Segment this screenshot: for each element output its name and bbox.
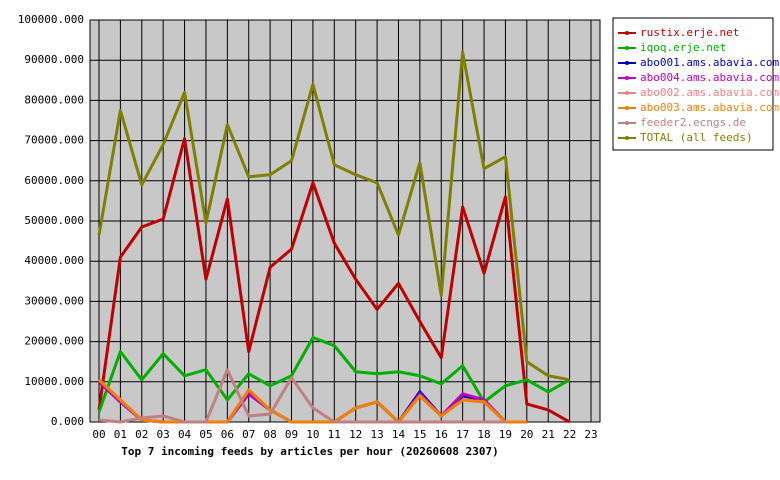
x-tick-label: 15 (413, 428, 426, 441)
series-line (97, 336, 571, 413)
y-tick-label: 20000.000 (24, 335, 84, 348)
legend-dot (625, 46, 629, 50)
x-tick-label: 21 (542, 428, 555, 441)
legend-dot (625, 61, 629, 65)
y-tick-label: 30000.000 (24, 294, 84, 307)
y-tick-label: 80000.000 (24, 93, 84, 106)
x-tick-label: 07 (242, 428, 255, 441)
x-tick-label: 12 (349, 428, 362, 441)
x-tick-label: 16 (435, 428, 448, 441)
legend-label: rustix.erje.net (640, 26, 739, 39)
legend-dot (625, 91, 629, 95)
y-tick-label: 10000.000 (24, 375, 84, 388)
legend-dot (625, 136, 629, 140)
x-tick-label: 17 (456, 428, 469, 441)
x-tick-label: 00 (92, 428, 105, 441)
legend-label: feeder2.ecngs.de (640, 116, 746, 129)
legend-dot (625, 121, 629, 125)
x-tick-label: 10 (306, 428, 319, 441)
y-tick-label: 70000.000 (24, 134, 84, 147)
y-tick-label: 40000.000 (24, 254, 84, 267)
x-tick-label: 01 (114, 428, 127, 441)
chart-title: Top 7 incoming feeds by articles per hou… (121, 445, 499, 458)
x-tick-label: 02 (135, 428, 148, 441)
legend-label: iqoq.erje.net (640, 41, 726, 54)
x-tick-label: 18 (477, 428, 490, 441)
x-tick-label: 11 (328, 428, 341, 441)
x-tick-label: 04 (178, 428, 192, 441)
y-tick-label: 60000.000 (24, 174, 84, 187)
legend-label: abo002.ams.abavia.com (640, 86, 779, 99)
legend-dot (625, 76, 629, 80)
x-tick-label: 08 (264, 428, 277, 441)
y-tick-label: 90000.000 (24, 53, 84, 66)
series-line (97, 378, 527, 424)
x-tick-label: 19 (499, 428, 512, 441)
legend-dot (625, 31, 629, 35)
x-tick-label: 09 (285, 428, 298, 441)
x-tick-label: 22 (563, 428, 576, 441)
y-tick-label: 50000.000 (24, 214, 84, 227)
x-tick-label: 23 (584, 428, 597, 441)
x-tick-label: 06 (221, 428, 234, 441)
x-tick-label: 14 (392, 428, 406, 441)
legend (612, 17, 774, 151)
y-tick-label: 100000.000 (18, 13, 84, 26)
legend-label: abo004.ams.abavia.com (640, 71, 779, 84)
x-tick-label: 13 (370, 428, 383, 441)
legend-label: abo001.ams.abavia.com (640, 56, 779, 69)
legend-dot (625, 106, 629, 110)
legend-label: abo003.ams.abavia.com (640, 101, 779, 114)
legend-label: TOTAL (all feeds) (640, 131, 753, 144)
x-tick-label: 03 (157, 428, 170, 441)
x-tick-label: 05 (199, 428, 212, 441)
series-line (97, 50, 570, 382)
series-line (97, 137, 571, 424)
x-tick-label: 20 (520, 428, 533, 441)
series-line (98, 368, 506, 424)
y-tick-label: 0.000 (51, 415, 84, 428)
